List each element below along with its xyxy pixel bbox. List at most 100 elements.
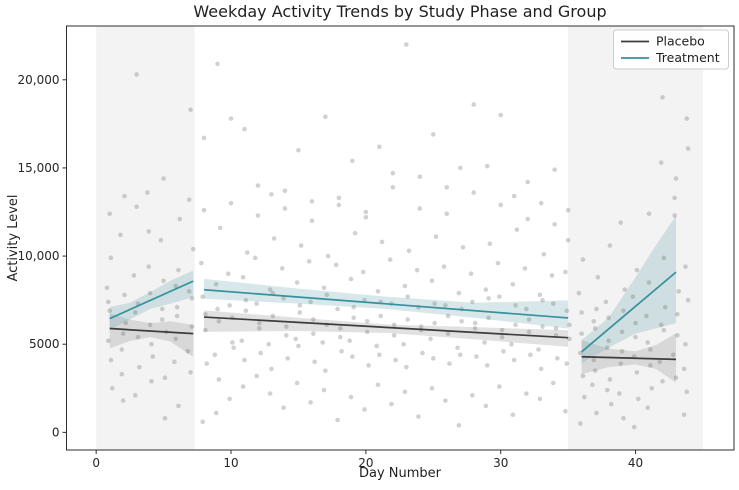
scatter-point <box>267 287 273 292</box>
scatter-point <box>660 95 665 100</box>
scatter-point <box>672 213 677 218</box>
scatter-point <box>675 333 680 338</box>
scatter-point <box>563 269 568 275</box>
scatter-point <box>474 354 479 359</box>
scatter-point <box>270 313 276 319</box>
scatter-point <box>525 216 530 222</box>
scatter-point <box>495 260 501 266</box>
scatter-point <box>537 292 543 298</box>
scatter-point <box>513 322 518 328</box>
scatter-point <box>645 340 650 345</box>
treatment-confidence-band <box>581 215 677 364</box>
scatter-point <box>685 297 691 303</box>
scatter-point <box>228 200 234 206</box>
scatter-point <box>443 303 448 308</box>
scatter-point <box>592 368 598 373</box>
scatter-point <box>387 257 393 262</box>
scatter-point <box>447 361 452 366</box>
scatter-point <box>149 341 154 347</box>
scatter-point <box>360 269 366 275</box>
scatter-point <box>379 239 385 245</box>
scatter-point <box>445 331 451 336</box>
scatter-point <box>254 373 259 379</box>
scatter-point <box>362 407 367 412</box>
phase-band <box>96 26 195 450</box>
scatter-point <box>212 352 218 358</box>
scatter-point <box>255 183 261 188</box>
scatter-point <box>483 287 489 292</box>
scatter-point <box>633 320 638 326</box>
scatter-point <box>457 165 463 171</box>
scatter-point <box>321 387 327 393</box>
scatter-point <box>266 341 272 347</box>
scatter-point <box>590 382 595 388</box>
x-tick-label: 20 <box>358 456 373 470</box>
scatter-point <box>501 348 506 354</box>
scatter-point <box>646 280 652 285</box>
scatter-point <box>189 324 195 329</box>
scatter-point <box>567 322 572 328</box>
scatter-point <box>591 357 597 363</box>
scatter-point <box>414 267 420 273</box>
scatter-point <box>499 327 505 333</box>
scatter-point <box>174 304 180 310</box>
scatter-point <box>662 304 668 310</box>
x-tick-label: 40 <box>628 456 643 470</box>
scatter-point <box>648 363 653 368</box>
scatter-point <box>498 112 504 118</box>
scatter-point <box>267 391 273 396</box>
scatter-point <box>190 246 196 252</box>
legend-box <box>613 29 729 70</box>
scatter-point <box>337 334 343 340</box>
scatter-point <box>132 310 138 315</box>
scatter-point <box>188 107 193 113</box>
scatter-point <box>456 423 462 428</box>
scatter-point <box>553 326 559 331</box>
scatter-point <box>239 338 245 343</box>
scatter-point <box>185 348 191 354</box>
scatter-point <box>617 391 622 396</box>
scatter-point <box>320 340 326 345</box>
scatter-point <box>308 400 313 405</box>
scatter-point <box>215 61 220 67</box>
scatter-point <box>378 313 383 319</box>
scatter-point <box>513 303 518 308</box>
scatter-point <box>201 135 207 141</box>
scatter-point <box>258 350 263 356</box>
scatter-point <box>122 193 127 199</box>
scatter-point <box>107 308 112 314</box>
scatter-point <box>551 301 556 306</box>
scatter-point <box>564 308 570 314</box>
scatter-point <box>284 324 289 329</box>
scatter-point <box>189 296 195 301</box>
scatter-point <box>621 415 626 421</box>
scatter-point <box>459 319 464 324</box>
scatter-point <box>618 220 624 225</box>
phase-bands-layer <box>96 26 703 450</box>
scatter-point <box>186 197 192 202</box>
scatter-point <box>526 329 532 335</box>
scatter-point <box>106 338 111 343</box>
scatter-point <box>472 326 478 331</box>
scatter-point <box>351 304 357 310</box>
scatter-point <box>621 308 626 314</box>
scatter-point <box>257 320 262 326</box>
scatter-point <box>541 252 547 257</box>
scatter-point <box>324 292 330 298</box>
scatter-point <box>310 317 316 322</box>
scatter-point <box>216 319 222 324</box>
scatter-point <box>363 209 369 215</box>
scatter-point <box>269 192 274 197</box>
scatter-point <box>567 336 572 342</box>
scatter-point <box>333 262 339 268</box>
scatter-point <box>336 195 342 201</box>
scatter-point <box>648 347 653 352</box>
scatter-point <box>203 311 208 317</box>
scatter-point <box>231 345 237 351</box>
scatter-point <box>622 287 628 292</box>
scatter-point <box>306 259 312 264</box>
scatter-point <box>310 331 316 336</box>
scatter-point <box>580 257 586 262</box>
scatter-point <box>524 306 529 312</box>
scatter-point <box>430 132 436 137</box>
